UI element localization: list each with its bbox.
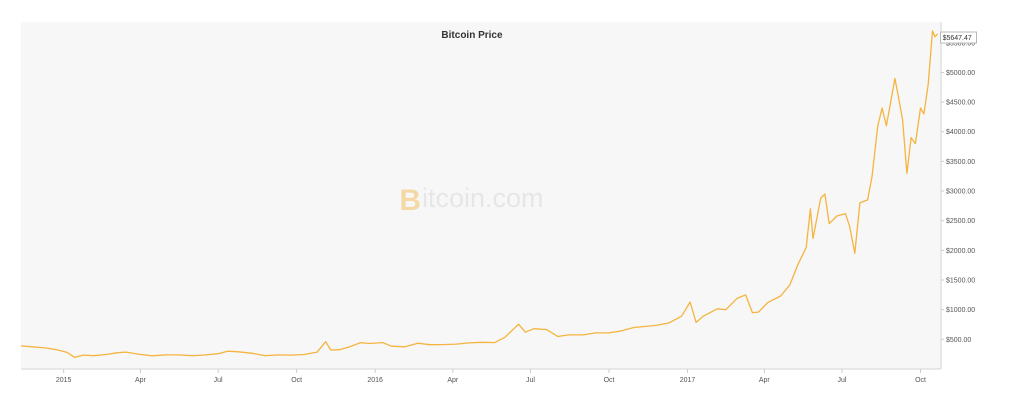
y-tick-label: $4500.00 (946, 100, 975, 107)
y-tick-label: $2000.00 (946, 248, 975, 255)
chart-background (21, 22, 941, 369)
current-price-box (940, 31, 977, 44)
y-tick-label: $5000.00 (946, 70, 975, 77)
y-tick-label: $2500.00 (946, 218, 975, 225)
x-tick-label: Jul (526, 377, 535, 384)
current-price-readout: $5647.47 (940, 31, 977, 44)
series-line-bitcoin-price (20, 30, 939, 359)
x-tick-label: 2016 (367, 377, 383, 384)
x-tick-label: Apr (135, 377, 147, 384)
y-tick-label: $5500.00 (946, 40, 975, 47)
x-tick-label: 2015 (56, 377, 72, 384)
current-price-label: $5647.47 (943, 35, 972, 42)
y-tick-label: $3500.00 (946, 159, 975, 166)
watermark: B itcoin.com (399, 183, 543, 217)
y-tick-label: $4000.00 (946, 129, 975, 136)
x-tick-label: Oct (604, 377, 615, 384)
x-axis-ticks: 2015 Apr Jul Oct 2016 Apr Jul Oct 2017 Apr Jul Oct (56, 369, 926, 384)
y-tick-label: $500.00 (946, 337, 971, 344)
chart-title: Bitcoin Price (441, 30, 503, 41)
y-axis-ticks: $500.00 $1000.00 $1500.00 $2000.00 $2500.00 $… (941, 40, 975, 344)
y-tick-label: $1500.00 (946, 278, 975, 285)
x-tick-label: Apr (447, 377, 459, 384)
watermark-text: itcoin.com (422, 183, 544, 213)
x-tick-label: Jul (838, 377, 847, 384)
y-tick-label: $3000.00 (946, 189, 975, 196)
x-tick-label: Jul (214, 377, 223, 384)
x-tick-label: Oct (291, 377, 302, 384)
x-tick-label: Apr (759, 377, 771, 384)
x-tick-label: 2017 (680, 377, 696, 384)
watermark-logo-b: B (399, 184, 421, 217)
x-tick-label: Oct (915, 377, 926, 384)
y-tick-label: $1000.00 (946, 307, 975, 314)
